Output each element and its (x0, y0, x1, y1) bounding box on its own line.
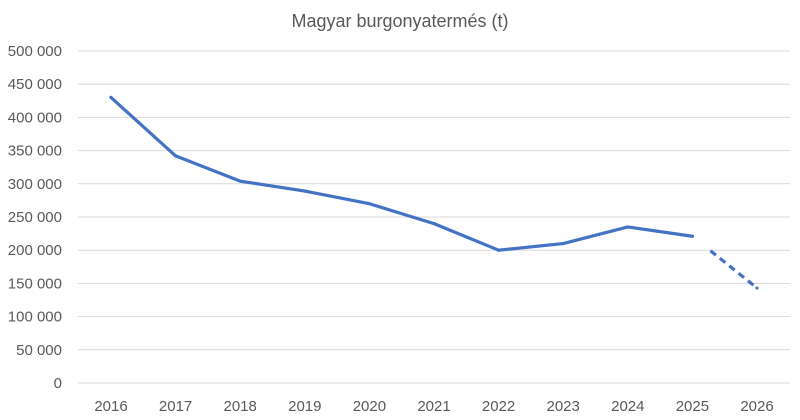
data-point (367, 202, 371, 206)
y-tick-label: 150 000 (8, 275, 62, 292)
x-tick-label: 2017 (159, 398, 192, 415)
y-tick-label: 500 000 (8, 43, 62, 60)
data-point (626, 225, 630, 229)
series-line (109, 95, 695, 252)
x-tick-label: 2019 (288, 398, 321, 415)
x-tick-label: 2020 (353, 398, 386, 415)
data-point (690, 234, 695, 238)
y-tick-label: 400 000 (8, 109, 62, 126)
x-tick-label: 2026 (740, 398, 773, 415)
series-forecast-line (709, 249, 759, 290)
data-point (497, 248, 501, 252)
data-point (109, 95, 113, 100)
data-point (755, 286, 759, 290)
y-tick-label: 50 000 (16, 342, 62, 359)
x-tick-label: 2023 (547, 398, 580, 415)
y-tick-label: 250 000 (8, 209, 62, 226)
x-tick-label: 2024 (611, 398, 644, 415)
x-tick-label: 2022 (482, 398, 515, 415)
y-tick-label: 350 000 (8, 143, 62, 160)
y-tick-label: 300 000 (8, 176, 62, 193)
y-tick-label: 200 000 (8, 242, 62, 259)
x-tick-label: 2021 (417, 398, 450, 415)
data-point (432, 222, 436, 226)
y-tick-label: 450 000 (8, 76, 62, 93)
x-tick-label: 2018 (224, 398, 257, 415)
x-tick-label: 2016 (94, 398, 127, 415)
data-point (561, 241, 565, 246)
series-layer (109, 95, 759, 290)
x-tick-label: 2025 (676, 398, 709, 415)
data-point (303, 189, 307, 193)
data-point (174, 154, 178, 158)
y-tick-label: 100 000 (8, 309, 62, 326)
chart-title: Magyar burgonyatermés (t) (291, 11, 508, 31)
gridlines (78, 50, 790, 384)
y-tick-label: 0 (54, 375, 62, 392)
x-axis-tick-labels: 2016 2017 2018 2019 2020 2021 2022 2023 2024 2025… (94, 398, 773, 415)
y-axis-tick-labels: 0 50 000 100 000 150 000 200 000 250 000 300 0… (8, 43, 62, 392)
data-point (238, 179, 242, 183)
